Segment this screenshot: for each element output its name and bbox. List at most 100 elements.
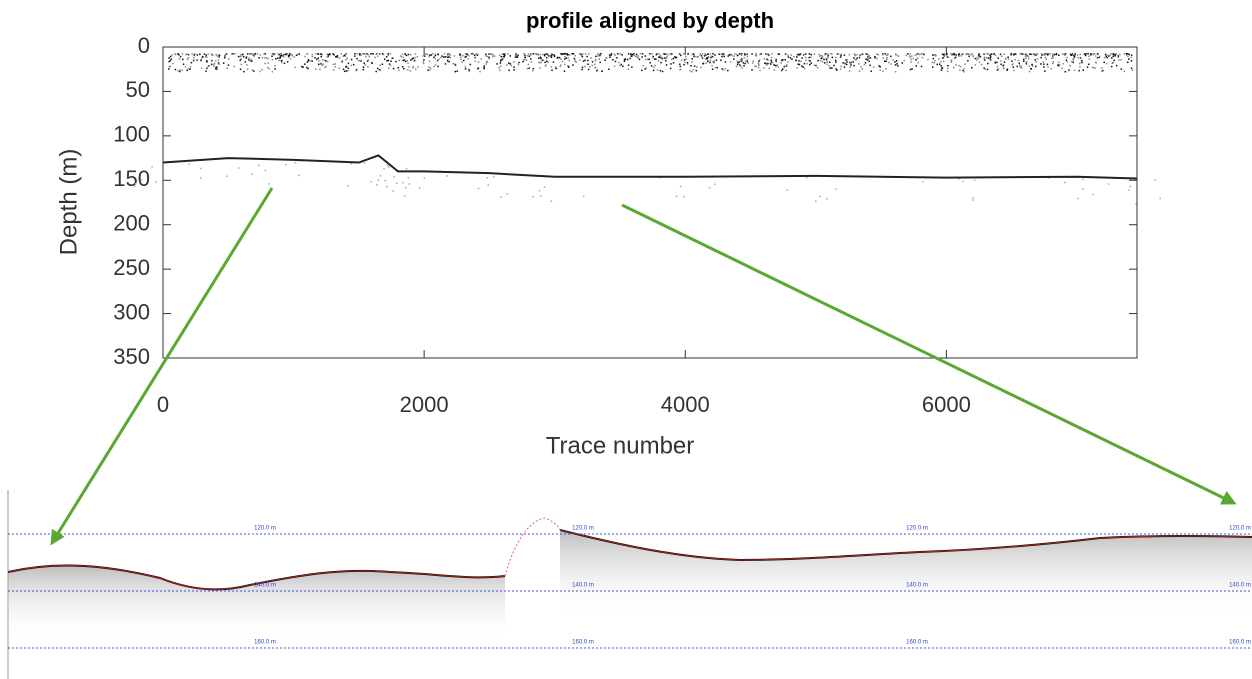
noise xyxy=(384,179,386,182)
noise xyxy=(407,68,409,71)
noise xyxy=(734,53,736,55)
noise xyxy=(671,53,673,55)
noise xyxy=(674,56,677,59)
noise xyxy=(601,70,603,72)
noise xyxy=(940,69,943,71)
noise xyxy=(773,64,775,66)
noise xyxy=(283,62,286,65)
noise xyxy=(1047,54,1050,56)
noise xyxy=(599,54,601,57)
noise xyxy=(550,66,553,68)
noise xyxy=(418,187,421,190)
noise xyxy=(1021,53,1024,55)
noise xyxy=(1107,55,1110,57)
noise xyxy=(1111,57,1113,59)
noise xyxy=(840,53,843,55)
noise xyxy=(1025,63,1028,66)
noise xyxy=(965,53,968,55)
noise xyxy=(530,61,533,63)
noise xyxy=(837,53,840,55)
noise xyxy=(964,63,966,65)
noise xyxy=(754,65,756,68)
noise xyxy=(1083,53,1086,55)
noise xyxy=(428,60,431,63)
noise xyxy=(590,57,592,59)
noise xyxy=(765,62,767,65)
noise xyxy=(286,53,289,55)
noise xyxy=(782,68,784,70)
noise xyxy=(200,167,202,170)
noise xyxy=(758,59,761,61)
noise xyxy=(624,58,627,60)
noise xyxy=(405,167,408,170)
noise xyxy=(377,67,379,70)
noise xyxy=(867,56,869,58)
noise xyxy=(1107,54,1109,56)
noise xyxy=(803,67,806,70)
noise xyxy=(911,55,913,57)
noise xyxy=(608,54,611,56)
noise xyxy=(755,53,758,55)
noise xyxy=(931,61,934,64)
noise xyxy=(824,62,826,64)
noise xyxy=(958,55,960,58)
noise xyxy=(364,64,367,66)
noise xyxy=(530,58,532,60)
noise xyxy=(279,57,281,59)
noise xyxy=(692,53,695,55)
noise xyxy=(574,60,576,62)
noise xyxy=(502,53,504,55)
noise xyxy=(934,54,937,56)
noise xyxy=(978,54,980,56)
noise xyxy=(1095,55,1097,57)
noise xyxy=(665,64,668,66)
noise xyxy=(663,53,665,55)
noise xyxy=(736,63,739,66)
noise xyxy=(1020,65,1023,68)
noise xyxy=(820,59,822,62)
noise xyxy=(289,58,292,60)
noise xyxy=(188,163,190,165)
noise xyxy=(830,53,832,55)
noise xyxy=(947,56,949,58)
noise xyxy=(650,65,653,67)
noise xyxy=(1035,65,1037,68)
noise xyxy=(358,54,361,56)
noise xyxy=(509,55,511,57)
noise xyxy=(665,53,668,55)
noise xyxy=(1096,57,1099,59)
noise xyxy=(839,56,842,58)
noise xyxy=(278,59,280,62)
noise xyxy=(379,53,381,55)
noise xyxy=(923,53,925,56)
noise xyxy=(972,199,974,201)
noise xyxy=(1130,60,1133,62)
noise xyxy=(619,53,622,55)
noise xyxy=(759,69,761,72)
noise xyxy=(453,63,456,65)
noise xyxy=(989,53,992,56)
noise xyxy=(429,67,432,69)
noise xyxy=(808,56,810,59)
noise xyxy=(739,65,742,67)
noise xyxy=(621,54,623,56)
noise xyxy=(566,53,569,55)
noise xyxy=(950,59,953,61)
noise xyxy=(890,63,892,65)
noise xyxy=(635,55,638,58)
noise xyxy=(383,167,385,170)
noise xyxy=(294,162,296,164)
noise xyxy=(860,65,862,68)
noise xyxy=(500,59,502,61)
noise xyxy=(775,58,777,61)
noise xyxy=(250,53,252,55)
noise xyxy=(464,68,467,70)
bottom-pick xyxy=(559,529,1252,561)
noise xyxy=(501,53,503,56)
noise xyxy=(627,53,630,55)
noise xyxy=(499,60,502,63)
noise xyxy=(702,62,705,65)
echo-artifact xyxy=(504,517,561,577)
noise xyxy=(1045,58,1047,61)
noise xyxy=(424,55,426,57)
